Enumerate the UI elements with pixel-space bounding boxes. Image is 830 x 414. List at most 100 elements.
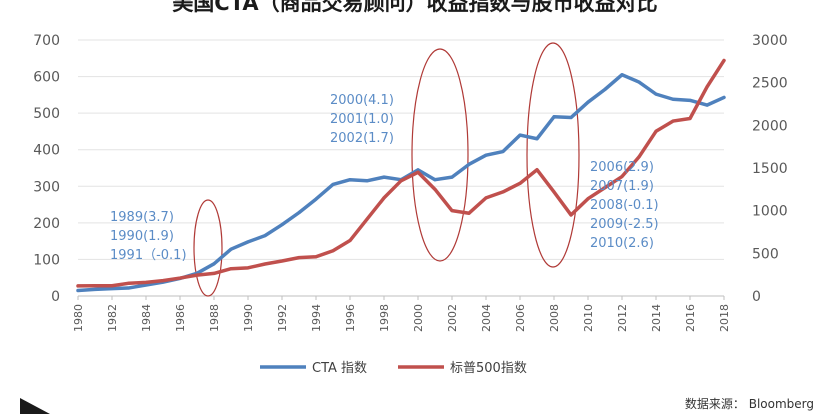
- y-left-tick-label: 400: [33, 143, 60, 159]
- sp500-index-point: [365, 217, 369, 221]
- annotation-label: 1991（-0.1): [110, 248, 187, 263]
- sp500-index-point: [161, 279, 165, 283]
- cta-index-point: [586, 100, 590, 104]
- data-source: 数据来源： Bloomberg: [684, 397, 814, 411]
- x-tick-label: 2006: [514, 304, 527, 332]
- x-tick-label: 2004: [480, 304, 493, 332]
- sp500-index-point: [620, 175, 624, 179]
- highlight-ellipses: [193, 42, 580, 297]
- sp500-index-point: [229, 267, 233, 271]
- cta-index-point: [127, 286, 131, 290]
- cta-index-point: [76, 289, 80, 293]
- sp500-index-point: [722, 58, 726, 62]
- sp500-index-point: [399, 179, 403, 183]
- legend-label-cta: CTA 指数: [312, 361, 367, 376]
- cta-index-point: [229, 247, 233, 251]
- sp500-index-point: [178, 276, 182, 280]
- highlight-ellipse-2008: [526, 42, 580, 268]
- sp500-index-point: [433, 187, 437, 191]
- cta-index-point: [620, 73, 624, 77]
- y-left-tick-label: 600: [33, 70, 60, 86]
- x-tick-label: 2016: [684, 304, 697, 332]
- cta-index-point: [467, 162, 471, 166]
- y-right-tick-label: 1000: [752, 204, 788, 220]
- sp500-index-point: [518, 181, 522, 185]
- cta-index-point: [433, 178, 437, 182]
- annotation-label: 1990(1.9): [110, 229, 174, 244]
- cta-index-point: [144, 283, 148, 287]
- annotation-label: 2001(1.0): [330, 112, 394, 127]
- x-tick-label: 2018: [718, 304, 731, 332]
- sp500-index-point: [76, 284, 80, 288]
- y-right-tick-label: 3000: [752, 33, 788, 49]
- sp500-index-point: [144, 280, 148, 284]
- annotation-label: 2000(4.1): [330, 93, 394, 108]
- sp500-index-point: [654, 129, 658, 133]
- sp500-index-point: [246, 266, 250, 270]
- annotations: 1989(3.7) 1990(1.9) 1991（-0.1) 2000(4.1) 200…: [110, 93, 659, 263]
- sp500-index-point: [484, 196, 488, 200]
- legend: CTA 指数 标普500指数: [260, 361, 527, 376]
- y-left-tick-label: 0: [51, 289, 60, 305]
- cta-index-point: [535, 137, 539, 141]
- annotation-label: 2007(1.9): [590, 179, 654, 194]
- cta-index-point: [688, 98, 692, 102]
- annotation-label: 2008(-0.1): [590, 198, 659, 213]
- y-left-tick-label: 300: [33, 179, 60, 195]
- y-right-tick-label: 1500: [752, 161, 788, 177]
- y-right-tick-label: 2500: [752, 76, 788, 92]
- annotation-label: 2002(1.7): [330, 131, 394, 146]
- y-left-tick-label: 500: [33, 106, 60, 122]
- x-tick-label: 1998: [378, 304, 391, 332]
- sp500-index-point: [212, 271, 216, 275]
- legend-label-sp500: 标普500指数: [450, 361, 527, 376]
- sp500-index-point: [110, 284, 114, 288]
- cta-index-point: [654, 92, 658, 96]
- sp500-index-point: [416, 170, 420, 174]
- cta-index-point: [382, 175, 386, 179]
- sp500-index-point: [348, 239, 352, 243]
- y-left-tick-label: 200: [33, 216, 60, 232]
- sp500-index-point: [586, 197, 590, 201]
- x-tick-label: 2002: [446, 304, 459, 332]
- cta-index-point: [501, 150, 505, 154]
- x-tick-label: 2008: [548, 304, 561, 332]
- cta-index-point: [518, 133, 522, 137]
- cta-index-point: [637, 80, 641, 84]
- x-tick-label: 1984: [140, 304, 153, 332]
- cta-index-point: [705, 103, 709, 107]
- play-arrow-icon: [20, 398, 50, 414]
- x-tick-label: 1988: [208, 304, 221, 332]
- cta-index-point: [246, 240, 250, 244]
- sp500-index-point: [552, 190, 556, 194]
- cta-index-point: [484, 153, 488, 157]
- cta-index-point: [280, 223, 284, 227]
- cta-index-point: [671, 97, 675, 101]
- sp500-index-point: [671, 119, 675, 123]
- y-right-tick-label: 0: [752, 289, 761, 305]
- sp500-index-point: [705, 85, 709, 89]
- cta-index-point: [603, 87, 607, 91]
- cta-index-point: [314, 197, 318, 201]
- sp500-index-point: [603, 186, 607, 190]
- cta-index-point: [110, 287, 114, 291]
- sp500-index-point: [450, 209, 454, 213]
- cta-index-point: [331, 182, 335, 186]
- cta-index-point: [365, 179, 369, 183]
- x-tick-label: 1986: [174, 304, 187, 332]
- highlight-ellipse-2002: [411, 48, 469, 262]
- sp500-index-point: [93, 284, 97, 288]
- x-tick-label: 1980: [72, 304, 85, 332]
- sp500-index-point: [314, 255, 318, 259]
- cta-index-point: [722, 95, 726, 99]
- x-tick-label: 2000: [412, 304, 425, 332]
- sp500-index-point: [280, 259, 284, 263]
- x-tick-label: 1994: [310, 304, 323, 332]
- sp500-index-point: [467, 211, 471, 215]
- cta-index-point: [348, 178, 352, 182]
- x-tick-label: 2012: [616, 304, 629, 332]
- y-left-tick-label: 700: [33, 33, 60, 49]
- y-left-tick-label: 100: [33, 252, 60, 268]
- annotation-label: 2010(2.6): [590, 236, 654, 251]
